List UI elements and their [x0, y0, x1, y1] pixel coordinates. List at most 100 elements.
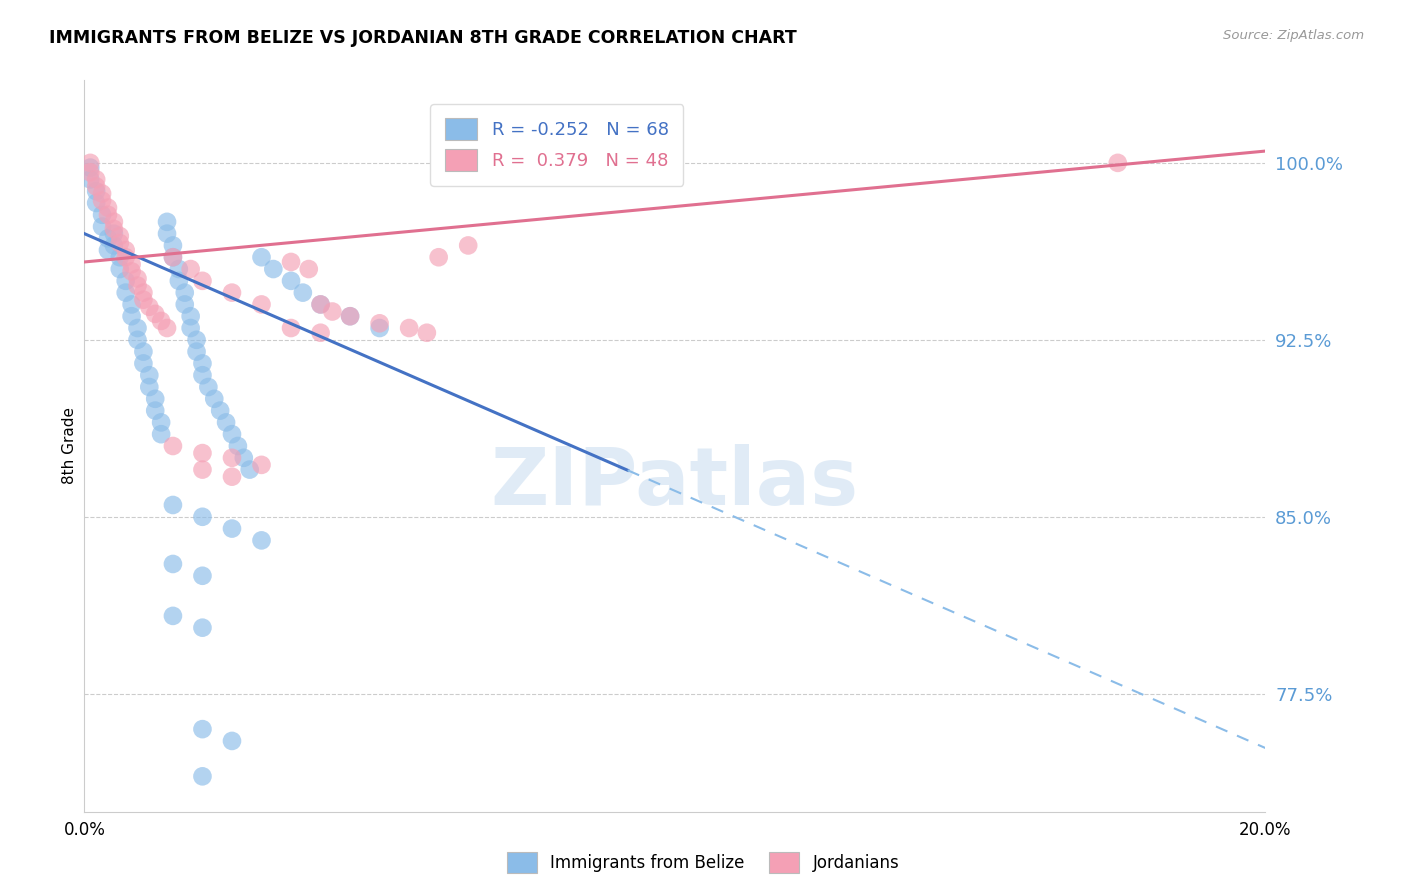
Point — [103, 215, 125, 229]
Point — [121, 257, 143, 271]
Point — [103, 238, 125, 252]
Point — [143, 403, 166, 417]
Point — [191, 722, 214, 736]
Point — [280, 321, 302, 335]
Point — [191, 368, 214, 383]
Point — [91, 208, 114, 222]
Point — [132, 356, 155, 370]
Point — [209, 403, 232, 417]
Point — [398, 321, 420, 335]
Point — [84, 172, 107, 186]
Point — [167, 274, 190, 288]
Point — [121, 264, 143, 278]
Point — [339, 310, 361, 324]
Point — [127, 278, 149, 293]
Point — [156, 321, 179, 335]
Point — [162, 238, 184, 252]
Point — [143, 392, 166, 406]
Point — [97, 243, 120, 257]
Point — [132, 344, 155, 359]
Point — [91, 219, 114, 234]
Point — [191, 509, 214, 524]
Point — [191, 356, 214, 370]
Point — [191, 446, 214, 460]
Point — [138, 368, 160, 383]
Point — [121, 310, 143, 324]
Point — [309, 326, 332, 340]
Point — [127, 333, 149, 347]
Point — [162, 498, 184, 512]
Point — [84, 179, 107, 194]
Point — [180, 310, 202, 324]
Point — [250, 533, 273, 548]
Point — [132, 285, 155, 300]
Point — [232, 450, 254, 465]
Text: ZIPatlas: ZIPatlas — [491, 443, 859, 522]
Point — [239, 462, 262, 476]
Point — [127, 271, 149, 285]
Point — [226, 439, 249, 453]
Point — [79, 161, 101, 175]
Point — [191, 568, 214, 582]
Point — [368, 316, 391, 330]
Point — [97, 231, 120, 245]
Point — [114, 243, 136, 257]
Point — [221, 285, 243, 300]
Point — [368, 321, 391, 335]
Point — [191, 621, 214, 635]
Point — [221, 450, 243, 465]
Point — [180, 321, 202, 335]
Point — [150, 314, 173, 328]
Point — [150, 416, 173, 430]
Point — [84, 196, 107, 211]
Point — [427, 250, 450, 264]
Point — [79, 156, 101, 170]
Point — [221, 427, 243, 442]
Point — [191, 769, 214, 783]
Point — [321, 304, 343, 318]
Point — [162, 608, 184, 623]
Point — [108, 229, 131, 244]
Point — [416, 326, 439, 340]
Text: IMMIGRANTS FROM BELIZE VS JORDANIAN 8TH GRADE CORRELATION CHART: IMMIGRANTS FROM BELIZE VS JORDANIAN 8TH … — [49, 29, 797, 47]
Point — [221, 469, 243, 483]
Point — [280, 274, 302, 288]
Point — [173, 285, 195, 300]
Point — [103, 222, 125, 236]
Point — [197, 380, 219, 394]
Point — [150, 427, 173, 442]
Point — [339, 310, 361, 324]
Point — [132, 293, 155, 307]
Point — [221, 522, 243, 536]
Point — [91, 186, 114, 201]
Point — [457, 238, 479, 252]
Point — [186, 333, 208, 347]
Point — [162, 250, 184, 264]
Point — [79, 172, 101, 186]
Point — [162, 557, 184, 571]
Point — [309, 297, 332, 311]
Point — [79, 165, 101, 179]
Text: Source: ZipAtlas.com: Source: ZipAtlas.com — [1223, 29, 1364, 43]
Point — [114, 285, 136, 300]
Point — [108, 262, 131, 277]
Point — [103, 227, 125, 241]
Point — [97, 208, 120, 222]
Point — [156, 215, 179, 229]
Point — [1107, 156, 1129, 170]
Point — [280, 255, 302, 269]
Legend: R = -0.252   N = 68, R =  0.379   N = 48: R = -0.252 N = 68, R = 0.379 N = 48 — [430, 104, 683, 186]
Point — [250, 458, 273, 472]
Point — [262, 262, 284, 277]
Point — [138, 380, 160, 394]
Point — [191, 274, 214, 288]
Point — [127, 321, 149, 335]
Legend: Immigrants from Belize, Jordanians: Immigrants from Belize, Jordanians — [501, 846, 905, 880]
Point — [186, 344, 208, 359]
Point — [173, 297, 195, 311]
Point — [167, 262, 190, 277]
Point — [121, 297, 143, 311]
Point — [91, 194, 114, 208]
Point — [156, 227, 179, 241]
Point — [84, 184, 107, 198]
